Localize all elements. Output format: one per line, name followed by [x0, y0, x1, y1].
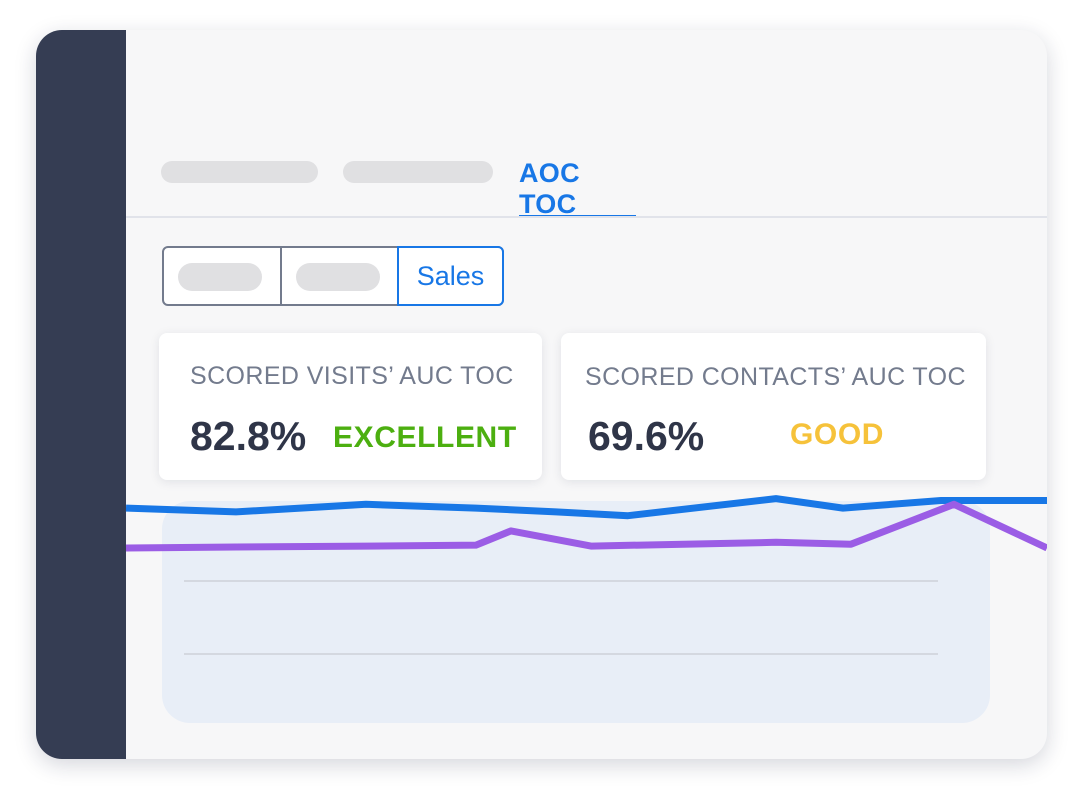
- series-line-1: [125, 495, 1047, 520]
- sidebar: [36, 30, 126, 759]
- visits-auc-card: SCORED VISITS’ AUC TOC 82.8% EXCELLENT: [159, 333, 542, 480]
- rating-badge: EXCELLENT: [333, 421, 517, 454]
- segment-label-placeholder: [178, 263, 262, 291]
- line-chart: [125, 495, 1047, 655]
- tab-placeholder-2[interactable]: [343, 161, 493, 183]
- segment-divider: [280, 248, 282, 304]
- contacts-auc-card: SCORED CONTACTS’ AUC TOC 69.6% GOOD: [561, 333, 986, 480]
- tab-placeholder-1[interactable]: [161, 161, 318, 183]
- tab-divider: [126, 216, 1047, 218]
- chart-area: [162, 501, 990, 723]
- segment-placeholder-1[interactable]: [164, 248, 280, 304]
- segment-sales[interactable]: Sales: [397, 246, 504, 306]
- app-window: AOC TOC Sales SCORED VISITS’ AUC TOC 82.…: [36, 30, 1047, 759]
- segment-placeholder-2[interactable]: [282, 248, 397, 304]
- card-value: 82.8%: [190, 413, 307, 459]
- segment-label-placeholder: [296, 263, 380, 291]
- segmented-control: Sales: [162, 246, 504, 306]
- card-value: 69.6%: [588, 413, 705, 459]
- series-line-2: [125, 500, 1047, 552]
- rating-badge: GOOD: [790, 418, 885, 451]
- card-title: SCORED VISITS’ AUC TOC: [190, 362, 514, 390]
- card-title: SCORED CONTACTS’ AUC TOC: [585, 363, 966, 391]
